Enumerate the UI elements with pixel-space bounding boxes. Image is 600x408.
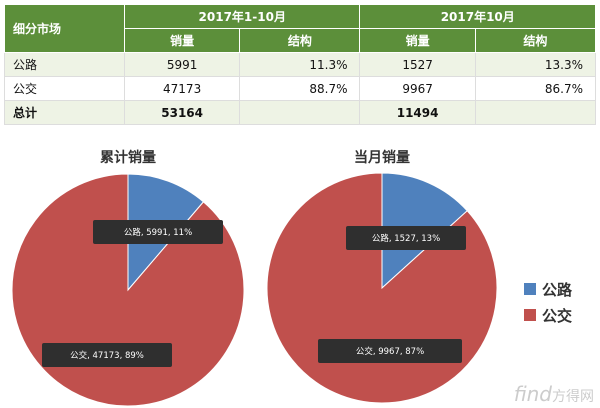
watermark: find方得网 — [514, 382, 594, 406]
watermark-cn: 方得网 — [552, 389, 594, 405]
table-row: 公路 5991 11.3% 1527 13.3% — [4, 52, 597, 77]
watermark-latin: find — [513, 382, 552, 406]
total-p1-sales: 53164 — [123, 100, 241, 125]
data-label: 公路, 1527, 13% — [346, 226, 466, 250]
data-label: 公交, 9967, 87% — [318, 339, 462, 363]
header-p1-struct: 结构 — [239, 28, 361, 53]
row-p1-struct: 11.3% — [239, 52, 361, 77]
row-p2-sales: 1527 — [359, 52, 476, 77]
data-label: 公路, 5991, 11% — [93, 220, 223, 244]
legend-swatch — [524, 283, 536, 295]
row-p1-struct: 88.7% — [239, 76, 361, 101]
chart-title: 累计销量 — [100, 149, 156, 166]
total-label: 总计 — [4, 100, 125, 125]
table-row: 公交 47173 88.7% 9967 86.7% — [4, 76, 597, 101]
total-p1-struct-empty — [239, 100, 361, 125]
sales-table: 细分市场 2017年1-10月 2017年10月 销量 结构 销量 结构 公路 … — [4, 4, 597, 125]
data-label-box — [93, 220, 223, 244]
row-label: 公路 — [4, 52, 125, 77]
header-market: 细分市场 — [4, 4, 125, 53]
data-label: 公交, 47173, 89% — [42, 343, 172, 367]
data-label-text: 公交, 47173, 89% — [70, 350, 144, 361]
data-label-box — [42, 343, 172, 367]
data-label-text: 公路, 1527, 13% — [372, 233, 440, 244]
chart-title: 当月销量 — [354, 149, 410, 166]
legend-label: 公路 — [542, 281, 573, 299]
header-p1-sales: 销量 — [123, 28, 241, 53]
header-p2-struct: 结构 — [474, 28, 597, 53]
legend-swatch — [524, 309, 536, 321]
data-label-text: 公路, 5991, 11% — [124, 227, 192, 238]
total-p2-sales: 11494 — [359, 100, 476, 125]
total-p2-struct-empty — [474, 100, 597, 125]
row-p1-sales: 47173 — [123, 76, 241, 101]
row-p1-sales: 5991 — [123, 52, 241, 77]
legend-label: 公交 — [542, 307, 572, 325]
data-label-box — [346, 226, 466, 250]
table-total-row: 总计 53164 11494 — [4, 100, 597, 125]
data-label-box — [318, 339, 462, 363]
data-label-text: 公交, 9967, 87% — [356, 346, 424, 357]
pie-slice-2 — [11, 173, 245, 407]
header-p2-sales: 销量 — [359, 28, 476, 53]
